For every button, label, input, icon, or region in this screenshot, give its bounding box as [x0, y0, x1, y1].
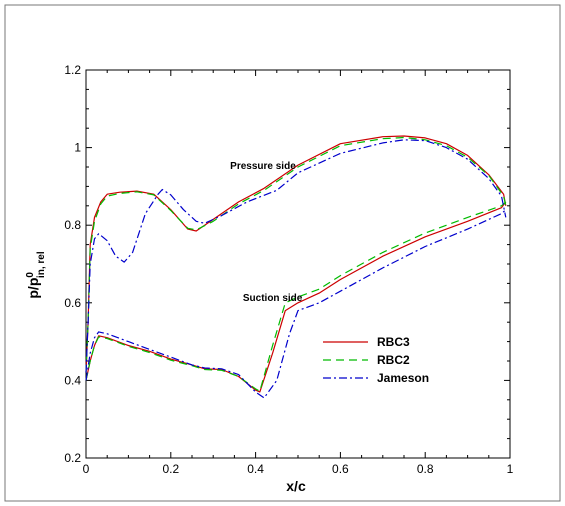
y-axis-label-sub: in, rel — [36, 251, 47, 278]
legend-label-rbc2: RBC2 — [377, 353, 410, 367]
plot-border — [85, 69, 511, 459]
x-tick-label: 0 — [83, 462, 90, 476]
series-rbc2 — [85, 136, 507, 392]
x-tick-label: 0.4 — [247, 462, 264, 476]
y-tick-label: 1.2 — [64, 63, 81, 77]
series-line-jameson-upper — [85, 139, 507, 373]
x-tick-label: 0.6 — [332, 462, 349, 476]
y-tick-label: 0.2 — [64, 451, 81, 465]
x-tick-label: 1 — [507, 462, 514, 476]
legend: RBC3 RBC2 Jameson — [323, 335, 429, 385]
y-tick-label: 0.8 — [64, 218, 81, 232]
legend-label-rbc3: RBC3 — [377, 335, 410, 349]
legend-label-jameson: Jameson — [377, 371, 429, 385]
y-tick-label: 0.4 — [64, 373, 81, 387]
series-jameson — [85, 139, 507, 399]
y-tick-label: 0.6 — [64, 296, 81, 310]
y-tick-label: 1 — [74, 141, 81, 155]
x-axis-label: x/c — [286, 478, 306, 494]
annotation-pressure-side: Pressure side — [230, 161, 296, 172]
annotation-suction-side: Suction side — [243, 293, 303, 304]
y-axis-label: p/p0in, rel — [25, 251, 47, 298]
series-line-rbc2-upper — [85, 136, 507, 373]
axis-ticks: 0 0.2 0.4 0.6 0.8 10.20.40.60.811.2 — [64, 63, 513, 476]
chart-frame — [4, 4, 561, 502]
y-axis-label-sup: 0 — [25, 272, 36, 278]
x-tick-label: 0.2 — [162, 462, 179, 476]
series-line-jameson-lower — [85, 209, 507, 399]
x-tick-label: 0.8 — [417, 462, 434, 476]
series-line-rbc3-upper — [85, 135, 507, 373]
series-layer — [85, 135, 507, 399]
y-axis-label-base: p/p — [25, 278, 41, 299]
